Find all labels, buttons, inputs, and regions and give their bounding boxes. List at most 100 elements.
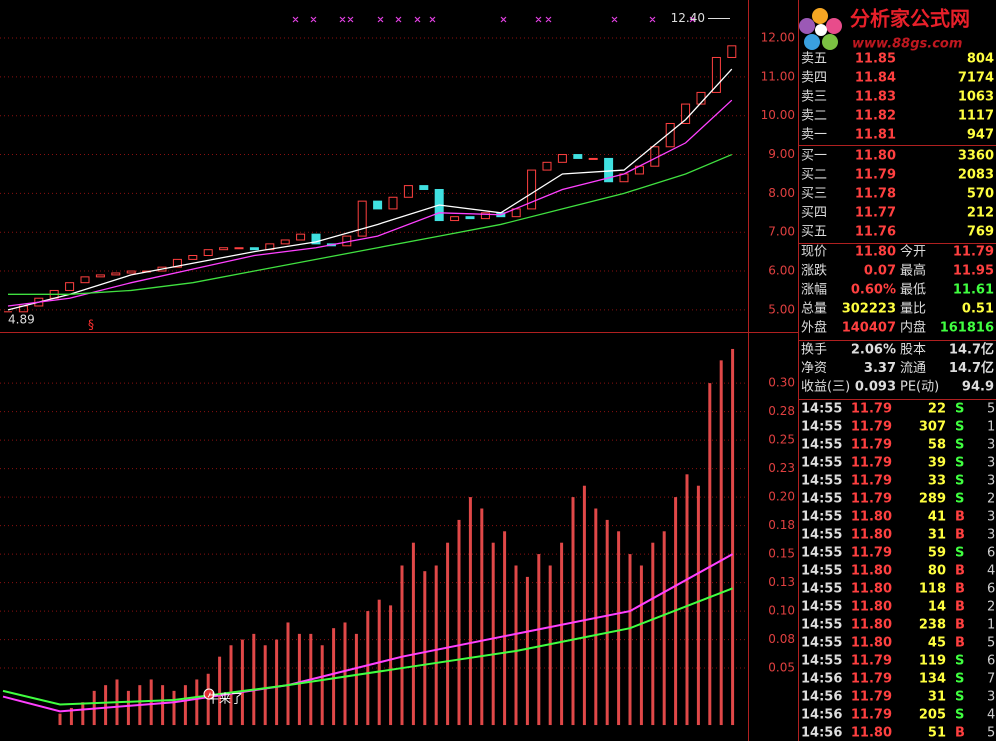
bar bbox=[240, 639, 244, 726]
book-price: 11.78 bbox=[855, 187, 896, 202]
bar bbox=[514, 565, 518, 726]
trade-count: 6 bbox=[987, 582, 995, 597]
bar bbox=[503, 531, 507, 726]
y-tick-label: 0.28 bbox=[768, 404, 795, 418]
trade-time: 14:55 bbox=[801, 456, 842, 471]
bar bbox=[81, 702, 85, 726]
quote-value: 14.7亿 bbox=[949, 342, 994, 358]
moving-average bbox=[7, 99, 733, 307]
quote-value: 0.07 bbox=[864, 264, 896, 279]
candle bbox=[311, 233, 321, 245]
trade-count: 2 bbox=[987, 492, 995, 507]
candle bbox=[203, 249, 213, 257]
bar bbox=[58, 713, 62, 726]
trade-time: 14:56 bbox=[801, 672, 842, 687]
trade-time: 14:55 bbox=[801, 474, 842, 489]
quote-value: 0.60% bbox=[851, 283, 896, 298]
bar bbox=[468, 497, 472, 726]
candle bbox=[249, 247, 259, 251]
candle bbox=[465, 216, 475, 220]
quote-label: 量比 bbox=[900, 302, 926, 317]
trade-time: 14:55 bbox=[801, 618, 842, 633]
candle bbox=[65, 282, 75, 291]
trade-side: B bbox=[955, 618, 965, 633]
bar bbox=[161, 685, 165, 726]
trade-volume: 289 bbox=[919, 492, 946, 507]
logo-title: 分析家公式网 bbox=[850, 7, 970, 31]
candle bbox=[280, 239, 290, 245]
trade-time: 14:55 bbox=[801, 420, 842, 435]
y-tick-label: 0.30 bbox=[768, 376, 795, 390]
y-tick-label: 9.00 bbox=[768, 147, 795, 161]
trade-count: 3 bbox=[987, 438, 995, 453]
bar bbox=[617, 531, 621, 726]
candle bbox=[711, 56, 721, 93]
bar bbox=[423, 571, 427, 726]
candle bbox=[219, 247, 229, 251]
trade-count: 4 bbox=[987, 564, 995, 579]
signal-markers bbox=[292, 16, 696, 23]
trade-count: 7 bbox=[987, 672, 995, 687]
quote-value: 302223 bbox=[842, 302, 896, 317]
book-label: 买五 bbox=[801, 225, 827, 240]
quote-label: 今开 bbox=[900, 244, 926, 260]
trade-price: 11.80 bbox=[851, 600, 892, 615]
book-volume: 570 bbox=[967, 187, 994, 202]
bar bbox=[491, 542, 495, 726]
trade-price: 11.79 bbox=[851, 456, 892, 471]
trade-volume: 59 bbox=[928, 546, 946, 561]
y-tick-label: 0.08 bbox=[768, 632, 795, 646]
trade-count: 4 bbox=[987, 708, 995, 723]
trade-volume: 31 bbox=[928, 528, 946, 543]
candle bbox=[527, 169, 537, 210]
book-label: 卖二 bbox=[801, 109, 827, 124]
indicator-line bbox=[2, 587, 733, 706]
trade-price: 11.79 bbox=[851, 654, 892, 669]
y-tick-label: 10.00 bbox=[761, 108, 795, 122]
bar bbox=[696, 485, 700, 726]
book-volume: 7174 bbox=[958, 71, 994, 86]
trade-side: S bbox=[955, 402, 964, 417]
candle bbox=[95, 274, 105, 278]
quote-value: 3.37 bbox=[864, 361, 896, 376]
trade-time: 14:56 bbox=[801, 690, 842, 705]
y-tick-label: 0.23 bbox=[768, 461, 795, 475]
book-label: 买三 bbox=[801, 187, 827, 202]
y-tick-label: 0.10 bbox=[768, 604, 795, 618]
trade-price: 11.79 bbox=[851, 402, 892, 417]
bar bbox=[149, 679, 153, 726]
trade-volume: 58 bbox=[928, 438, 946, 453]
book-volume: 2083 bbox=[958, 168, 994, 183]
trade-volume: 14 bbox=[928, 600, 946, 615]
bar bbox=[104, 685, 108, 726]
trade-side: S bbox=[955, 546, 964, 561]
bar bbox=[286, 622, 290, 726]
indicator-line bbox=[2, 553, 734, 713]
book-price: 11.84 bbox=[855, 71, 896, 86]
quote-label: 涨跌 bbox=[801, 263, 827, 279]
trade-count: 11 bbox=[987, 618, 996, 633]
trade-price: 11.79 bbox=[851, 474, 892, 489]
bar bbox=[366, 611, 370, 726]
book-volume: 804 bbox=[967, 52, 994, 67]
bar bbox=[263, 645, 267, 726]
candle bbox=[388, 196, 398, 210]
trade-time: 14:55 bbox=[801, 402, 842, 417]
trade-count: 3 bbox=[987, 456, 995, 471]
book-price: 11.85 bbox=[855, 52, 896, 67]
trade-side: B bbox=[955, 564, 965, 579]
book-price: 11.83 bbox=[855, 90, 896, 105]
candle bbox=[234, 247, 244, 250]
trade-side: B bbox=[955, 726, 965, 741]
quote-label: 涨幅 bbox=[801, 283, 827, 298]
y-tick-label: 0.13 bbox=[768, 575, 795, 589]
bar bbox=[195, 679, 199, 726]
quote-label: 总量 bbox=[801, 302, 827, 317]
quote-label: 内盘 bbox=[900, 320, 926, 336]
trade-side: S bbox=[955, 438, 964, 453]
bar bbox=[434, 565, 438, 726]
trade-time: 14:55 bbox=[801, 510, 842, 525]
trade-volume: 45 bbox=[928, 636, 946, 651]
bar bbox=[354, 633, 358, 726]
